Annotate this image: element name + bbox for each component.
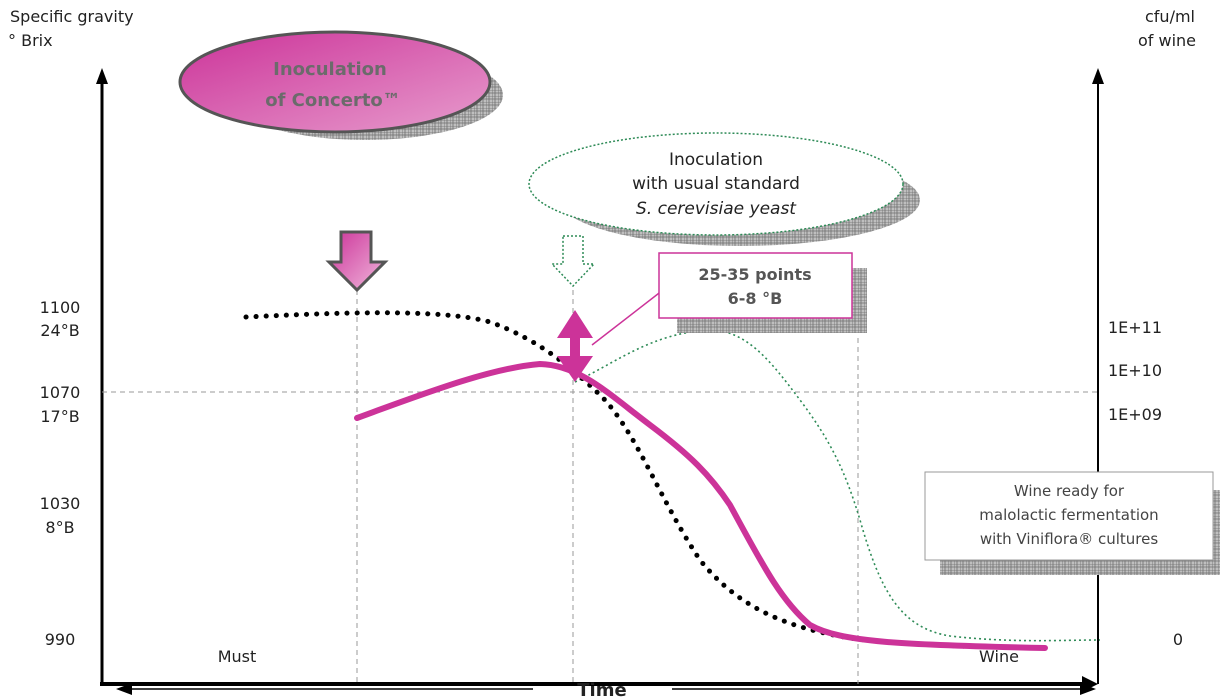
standard-gravity-curve (243, 310, 1033, 651)
right-axis-title-1: cfu/ml (1145, 7, 1195, 26)
left-axis-title-1: Specific gravity (10, 7, 134, 26)
gravity-difference-arrow (557, 310, 593, 382)
right-axis-arrow (1092, 68, 1104, 84)
right-axis-title-2: of wine (1138, 31, 1196, 50)
drop-callout-line1: 25-35 points (698, 265, 811, 284)
concerto-arrow-shape (325, 230, 389, 293)
left-axis-title-2: ° Brix (8, 31, 53, 50)
axes (96, 68, 1104, 692)
left-tick-1100: 1100 (40, 298, 81, 317)
ready-callout-line3: with Viniflora® cultures (980, 530, 1158, 548)
ready-callout-box (924, 471, 1214, 561)
right-tick-1e10: 1E+10 (1108, 361, 1162, 380)
drop-callout: 25-35 points 6-8 °B (591, 252, 867, 346)
x-label-must: Must (218, 647, 257, 666)
wine-ready-callout: Wine ready for malolactic fermentation w… (924, 471, 1220, 575)
left-tick-17b: 17°B (40, 407, 79, 426)
right-tick-1e09: 1E+09 (1108, 405, 1162, 424)
left-tick-24b: 24°B (40, 321, 79, 340)
time-label: Time (577, 680, 626, 700)
drop-callout-line2: 6-8 °B (728, 289, 783, 308)
concerto-callout-line2: of Concerto™ (265, 90, 401, 111)
left-tick-990: 990 (45, 630, 76, 649)
left-tick-1030: 1030 (40, 494, 81, 513)
left-tick-1070: 1070 (40, 383, 81, 402)
ready-callout-line1: Wine ready for (1014, 482, 1125, 500)
standard-callout-line1: Inoculation (669, 150, 763, 170)
double-arrow-down-head (557, 356, 593, 382)
standard-down-arrow (550, 235, 596, 288)
drop-callout-box (658, 252, 853, 319)
time-arrow-left-head (116, 683, 132, 695)
time-arrow-right-head (1080, 683, 1096, 695)
ready-callout-line2: malolactic fermentation (979, 506, 1158, 524)
time-arrow (116, 683, 1096, 695)
concerto-gravity-curve (354, 360, 1048, 651)
right-tick-1e11: 1E+11 (1108, 318, 1162, 337)
standard-arrow-shape (550, 235, 596, 288)
right-tick-zero: 0 (1173, 630, 1183, 649)
concerto-callout: Inoculation of Concerto™ (178, 30, 503, 140)
standard-callout-line2: with usual standard (632, 174, 800, 194)
double-arrow-up-head (557, 310, 593, 338)
standard-callout-line3: S. cerevisiae yeast (636, 199, 797, 219)
concerto-callout-line1: Inoculation (273, 59, 387, 80)
concerto-callout-ellipse (178, 30, 492, 134)
left-tick-8b: 8°B (45, 518, 74, 537)
double-arrow-stem (570, 338, 580, 358)
concerto-down-arrow (325, 230, 389, 293)
x-label-wine: Wine (979, 647, 1019, 666)
left-axis-arrow (96, 68, 108, 84)
standard-yeast-callout: Inoculation with usual standard S. cerev… (528, 132, 920, 246)
drop-callout-leader (591, 289, 664, 346)
yeast-population-curve (574, 329, 1101, 642)
standard-callout-ellipse (528, 132, 904, 236)
